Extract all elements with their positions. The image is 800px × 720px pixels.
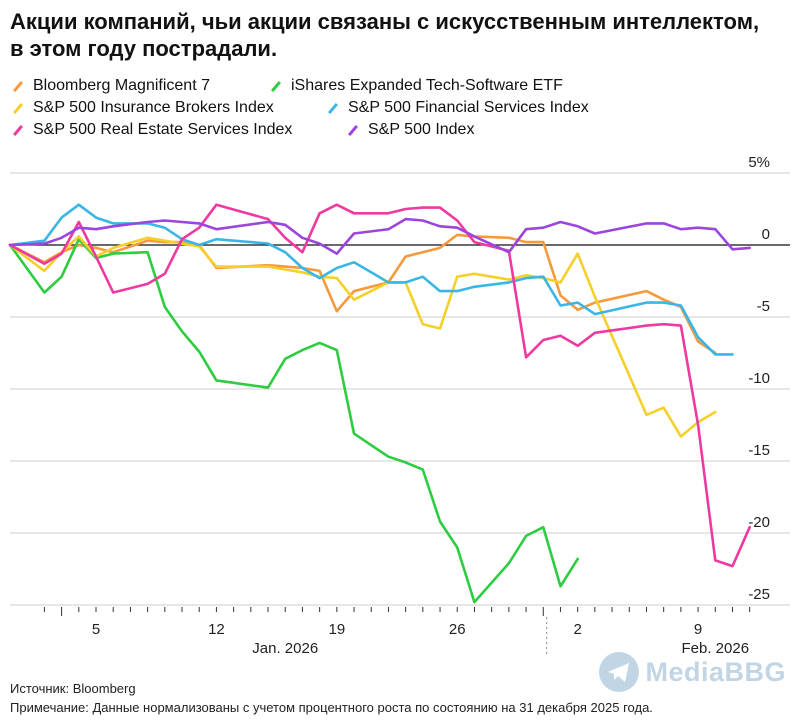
y-tick-label: -15	[748, 442, 770, 459]
legend-swatch-real-estate-services	[12, 124, 24, 136]
y-tick-label: -5	[757, 298, 770, 315]
legend-label-software-etf: iShares Expanded Tech-Software ETF	[291, 77, 563, 94]
legend-item-software-etf: iShares Expanded Tech-Software ETF	[268, 74, 563, 98]
line-chart: 5% 0 -5 -10 -15 -20 -25 5 12 19 26 2 9 Jan. 2026 Feb. …	[8, 154, 790, 657]
chart-title: Акции компаний, чьи акции связаны с иску…	[10, 9, 760, 61]
legend-label-insurance-brokers: S&P 500 Insurance Brokers Index	[33, 99, 274, 116]
series-line-2	[8, 235, 717, 438]
legend-label-sp500: S&P 500 Index	[368, 121, 475, 138]
legend-swatch-software-etf	[270, 80, 282, 92]
legend-swatch-financial-services	[327, 102, 339, 114]
x-tick-label: 26	[449, 621, 466, 638]
legend-swatch-insurance-brokers	[12, 102, 24, 114]
legend-label-financial-services: S&P 500 Financial Services Index	[348, 99, 589, 116]
series-line-4	[8, 203, 751, 568]
month-label: Feb. 2026	[681, 640, 749, 657]
x-tick-label: 19	[328, 621, 345, 638]
legend-label-real-estate-services: S&P 500 Real Estate Services Index	[33, 121, 293, 138]
x-tick-label: 2	[573, 621, 581, 638]
x-tick-label: 12	[208, 621, 225, 638]
legend-item-sp500: S&P 500 Index	[345, 118, 474, 142]
y-tick-label: -10	[748, 370, 770, 387]
watermark-text: MediaBBG	[645, 656, 786, 687]
watermark: MediaBBG	[599, 652, 786, 692]
y-tick-label: -20	[748, 514, 770, 531]
legend-swatch-sp500	[347, 124, 359, 136]
y-tick-label: 0	[762, 226, 770, 243]
legend-item-financial-services: S&P 500 Financial Services Index	[325, 96, 589, 120]
legend-label-mag7: Bloomberg Magnificent 7	[33, 77, 210, 94]
legend-swatch-mag7	[12, 80, 24, 92]
series-line-5	[8, 217, 751, 255]
x-tick-label: 9	[694, 621, 702, 638]
series-line-1	[8, 237, 579, 604]
month-label: Jan. 2026	[252, 640, 318, 657]
series-line-0	[8, 233, 717, 355]
y-tick-label: 5%	[748, 154, 770, 171]
telegram-icon	[599, 652, 640, 692]
footer-source: Источник: Bloomberg	[10, 681, 136, 696]
x-tick-label: 5	[92, 621, 100, 638]
legend-item-real-estate-services: S&P 500 Real Estate Services Index	[10, 118, 292, 142]
footer-note: Примечание: Данные нормализованы с учето…	[10, 700, 653, 715]
y-tick-label: -25	[748, 586, 770, 603]
legend-item-insurance-brokers: S&P 500 Insurance Brokers Index	[10, 96, 274, 120]
legend-item-mag7: Bloomberg Magnificent 7	[10, 74, 210, 98]
